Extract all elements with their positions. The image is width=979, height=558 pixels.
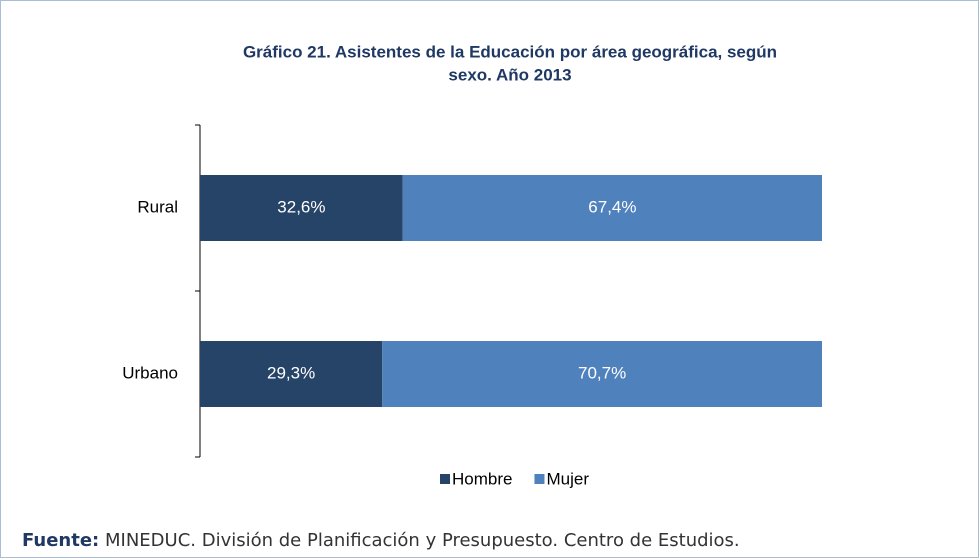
- bar-segment: [200, 341, 383, 407]
- legend-label: Mujer: [546, 469, 589, 488]
- chart-title: sexo. Año 2013: [448, 65, 571, 84]
- bar-segment: [200, 175, 403, 241]
- data-label: 67,4%: [588, 197, 636, 216]
- chart-title: Gráfico 21. Asistentes de la Educación p…: [243, 42, 777, 61]
- bar-segment: [382, 341, 822, 407]
- legend-swatch: [534, 474, 545, 484]
- y-tick-label: Urbano: [122, 363, 178, 382]
- legend-swatch: [440, 474, 450, 484]
- data-label: 29,3%: [267, 363, 315, 382]
- legend-label: Hombre: [452, 469, 512, 488]
- source-text: MINEDUC. División de Planificación y Pre…: [105, 530, 740, 551]
- bar-segment: [402, 175, 822, 241]
- y-tick-label: Rural: [137, 197, 178, 216]
- data-label: 70,7%: [578, 363, 626, 382]
- data-label: 32,6%: [277, 197, 325, 216]
- source-note: Fuente: MINEDUC. División de Planificaci…: [22, 530, 740, 551]
- source-label: Fuente:: [22, 530, 99, 551]
